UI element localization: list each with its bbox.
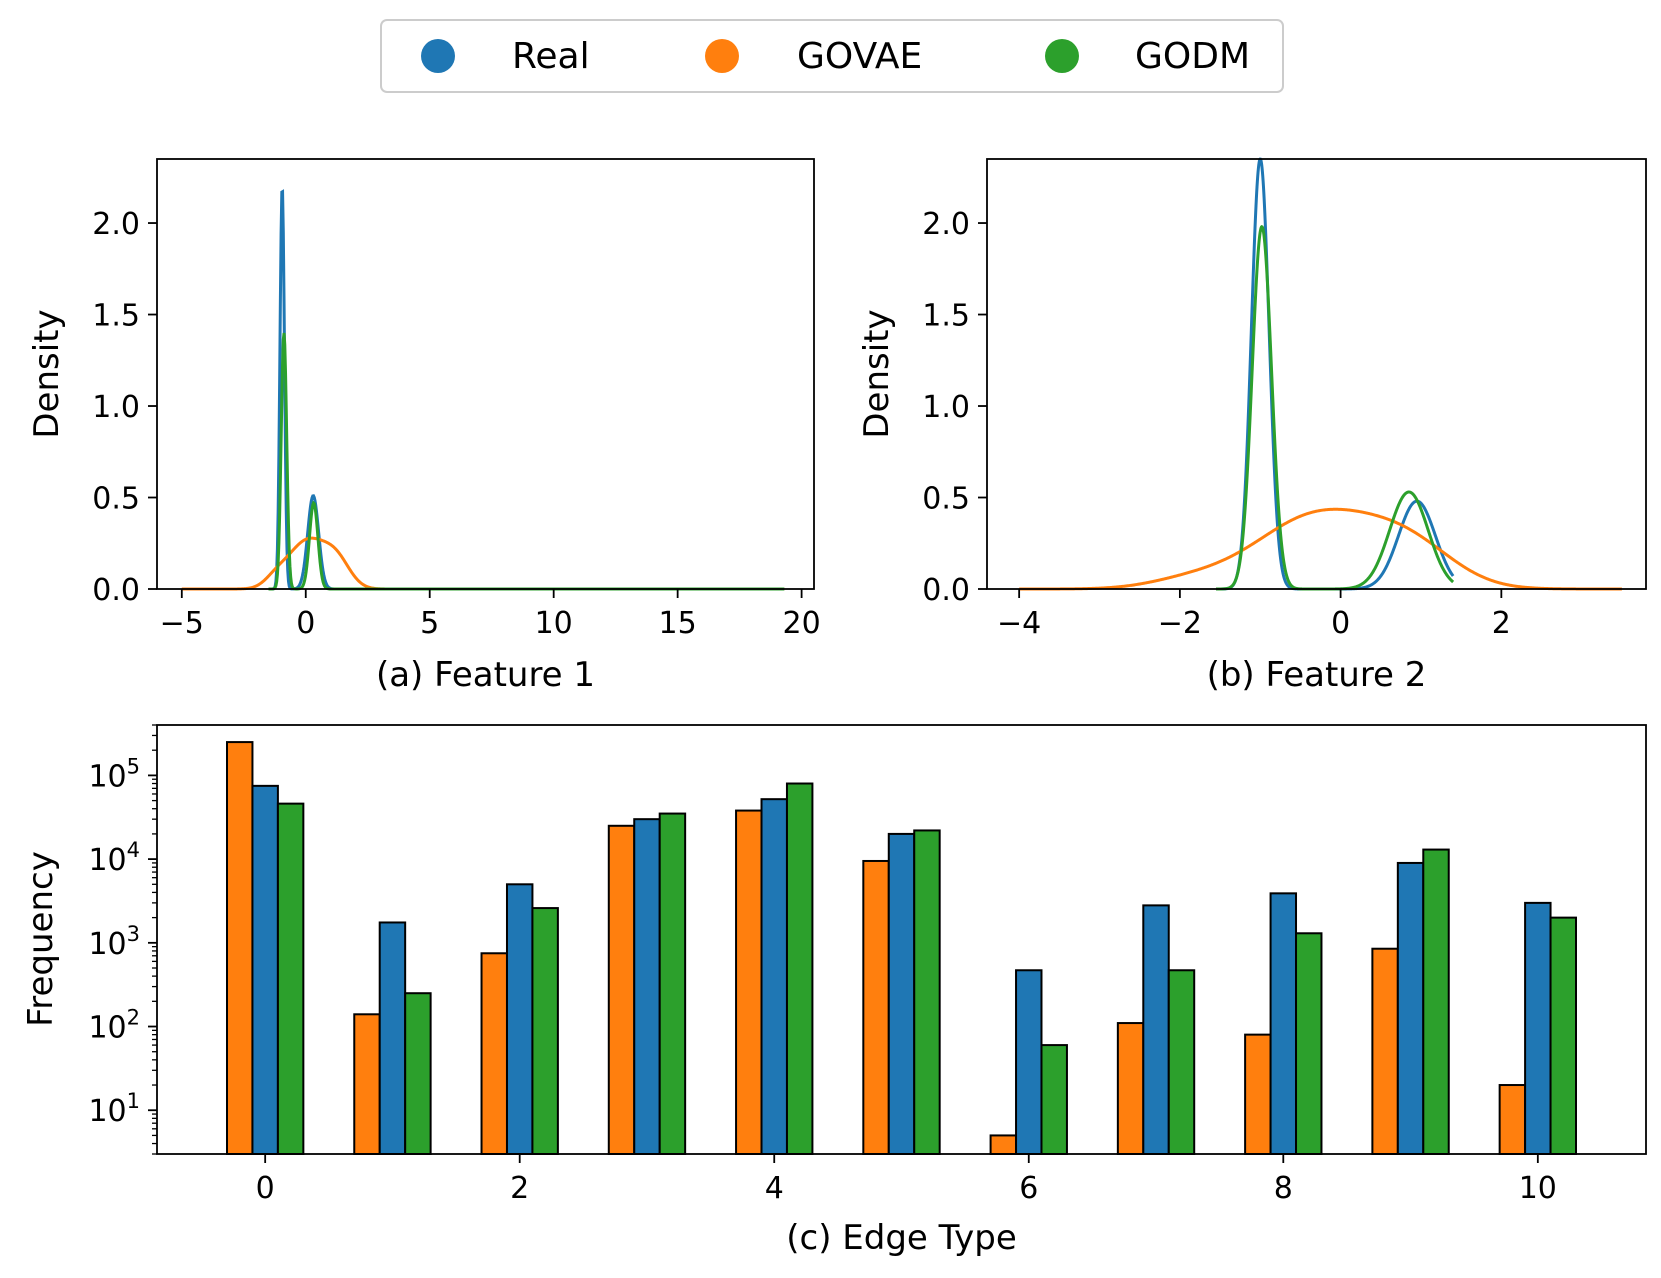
legend-marker-godm: [1045, 39, 1079, 73]
legend-marker-govae: [705, 39, 739, 73]
feature-2-x-tick-label: −4: [997, 606, 1041, 641]
feature-1-x-ticks: −5 0 5 10 15 20: [160, 589, 821, 641]
feature-1-x-tick-label: 20: [783, 606, 821, 641]
edge-type-bar-real: [760, 798, 788, 1155]
edge-type-bar-govae: [607, 824, 636, 1155]
feature-1-x-label: (a) Feature 1: [376, 655, 595, 695]
feature-1-y-label: Density: [27, 309, 67, 438]
edge-type-x-label: (c) Edge Type: [786, 1218, 1017, 1258]
edge-type-bar-govae: [353, 1013, 381, 1155]
edge-type-x-tick-label: 0: [256, 1171, 275, 1206]
feature-1-x-tick-label: 5: [420, 606, 439, 641]
edge-type-y-tick-label: 105: [88, 754, 140, 794]
edge-type-bar-govae: [480, 952, 508, 1156]
feature-1-y-tick-label: 0.0: [92, 573, 140, 608]
legend-frame: [380, 19, 1284, 93]
edge-type-x-tick-label: 8: [1274, 1171, 1293, 1206]
feature-2-y-tick-label: 1.5: [922, 299, 970, 334]
edge-type-bar-godm: [1549, 916, 1578, 1155]
edge-type-bar-godm: [531, 907, 559, 1156]
edge-type-x-ticks: 0 2 4 6 8 10: [256, 1154, 1557, 1206]
feature-2-y-tick-label: 2.0: [922, 207, 970, 242]
legend: Real GOVAE GODM: [380, 19, 1284, 93]
edge-type-x-tick-label: 10: [1519, 1171, 1557, 1206]
edge-type-bar-godm: [913, 829, 941, 1155]
feature-2-y-tick-label: 1.0: [922, 390, 970, 425]
edge-type-bar-govae: [1498, 1084, 1527, 1156]
edge-type-bar-godm: [658, 812, 687, 1155]
edge-type-bar-real: [887, 832, 916, 1155]
edge-type-bar-govae: [1116, 1022, 1145, 1155]
feature-2-x-tick-label: 2: [1492, 606, 1511, 641]
edge-type-y-tick-label: 104: [88, 838, 140, 878]
legend-label-real: Real: [512, 36, 590, 77]
edge-type-bar-godm: [404, 992, 432, 1156]
edge-type-x-tick-label: 6: [1019, 1171, 1038, 1206]
feature-1-line-godm: [268, 332, 785, 591]
feature-1-x-tick-label: 10: [535, 606, 573, 641]
feature-1-plot-frame: [156, 158, 815, 590]
legend-label-godm: GODM: [1135, 36, 1250, 77]
feature-1-y-tick-label: 1.5: [92, 299, 140, 334]
feature-1-y-tick-label: 2.0: [92, 207, 140, 242]
edge-type-plot-frame: [156, 724, 1647, 1155]
edge-type-bar-govae: [1371, 947, 1399, 1155]
edge-type-y-ticks: 101 102 103 104 105: [88, 724, 157, 1155]
feature-2-y-tick-label: 0.5: [922, 482, 970, 517]
edge-type-bar-real: [633, 818, 661, 1155]
edge-type-y-tick-label: 102: [88, 1006, 140, 1046]
feature-2-plot-frame: [986, 158, 1647, 590]
edge-type-bar-real: [1269, 892, 1298, 1156]
feature-2-x-tick-label: −2: [1158, 606, 1202, 641]
panel-feature-2: −4 −2 0 2 0.0 0.5 1.0 1.5 2.0 (b) Feature 2 Den…: [857, 157, 1647, 695]
edge-type-bar-godm: [1167, 969, 1196, 1156]
edge-type-bar-govae: [226, 741, 254, 1156]
edge-type-y-tick-label: 103: [88, 922, 140, 962]
feature-1-density-lines: [181, 189, 785, 591]
edge-type-bar-real: [1524, 901, 1552, 1155]
edge-type-bar-godm: [1422, 848, 1450, 1155]
edge-type-bar-govae: [862, 859, 890, 1155]
feature-1-y-tick-label: 1.0: [92, 390, 140, 425]
feature-2-y-label: Density: [857, 309, 897, 438]
feature-1-y-tick-label: 0.5: [92, 482, 140, 517]
edge-type-bar-real: [1142, 904, 1170, 1155]
feature-1-x-tick-label: −5: [160, 606, 204, 641]
feature-1-y-ticks: 0.0 0.5 1.0 1.5 2.0: [92, 207, 157, 608]
edge-type-bar-real: [505, 883, 534, 1155]
edge-type-bar-govae: [989, 1134, 1018, 1156]
feature-2-y-ticks: 0.0 0.5 1.0 1.5 2.0: [922, 207, 987, 608]
feature-1-x-tick-label: 0: [296, 606, 315, 641]
edge-type-x-tick-label: 4: [765, 1171, 784, 1206]
edge-type-bar-govae: [1244, 1033, 1272, 1156]
panel-feature-1: −5 0 5 10 15 20 0.0 0.5 1.0 1.5 2.0 (a) Feature 1…: [27, 158, 821, 695]
edge-type-bar-real: [378, 921, 407, 1155]
edge-type-bar-real: [1396, 861, 1425, 1155]
edge-type-y-label: Frequency: [21, 851, 61, 1027]
feature-2-density-lines: [1019, 157, 1622, 591]
edge-type-bar-godm: [785, 782, 814, 1155]
edge-type-bar-real: [251, 784, 279, 1155]
edge-type-bars: [226, 741, 1578, 1156]
feature-2-line-govae: [1019, 507, 1622, 591]
edge-type-y-tick-label: 101: [88, 1089, 140, 1129]
feature-2-x-label: (b) Feature 2: [1207, 655, 1427, 695]
feature-1-line-real: [268, 189, 785, 591]
edge-type-bar-godm: [276, 802, 305, 1155]
feature-1-line-govae: [181, 536, 785, 591]
feature-2-x-tick-label: 0: [1331, 606, 1350, 641]
edge-type-bar-real: [1015, 969, 1043, 1156]
legend-marker-real: [421, 39, 455, 73]
feature-1-x-tick-label: 15: [659, 606, 697, 641]
feature-2-y-tick-label: 0.0: [922, 573, 970, 608]
edge-type-bar-godm: [1040, 1044, 1068, 1155]
edge-type-bar-govae: [735, 809, 763, 1155]
feature-2-x-ticks: −4 −2 0 2: [997, 589, 1511, 641]
legend-label-govae: GOVAE: [797, 36, 922, 77]
edge-type-bar-godm: [1295, 932, 1323, 1156]
panel-edge-type: 0 2 4 6 8 10 101 102 103 104 105 (c) Edge Type Fr…: [21, 724, 1647, 1258]
edge-type-x-tick-label: 2: [510, 1171, 529, 1206]
